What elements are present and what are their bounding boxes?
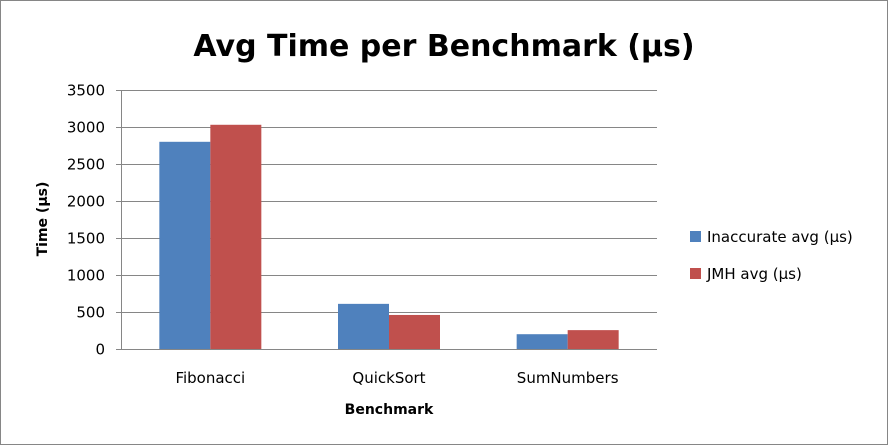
legend-swatch	[690, 231, 701, 242]
chart-title: Avg Time per Benchmark (µs)	[193, 29, 694, 64]
bar-quicksort-series-2	[389, 314, 440, 349]
bar-quicksort-series-1	[338, 303, 389, 349]
legend-swatch	[690, 268, 701, 279]
y-tick-label: 2000	[67, 193, 105, 211]
y-tick-label: 1000	[67, 267, 105, 285]
bar-fibonacci-series-1	[159, 141, 211, 349]
legend-label: Inaccurate avg (µs)	[707, 228, 853, 246]
x-tick-label: SumNumbers	[517, 369, 619, 387]
y-tick-label: 3500	[67, 82, 105, 100]
bar-sumnumbers-series-1	[516, 334, 568, 349]
y-tick-label: 0	[95, 341, 105, 359]
y-tick-label: 500	[76, 304, 105, 322]
x-tick-label: QuickSort	[352, 369, 425, 387]
y-axis-ticks: 0 500 1000 1500 2000 2500 3000 3500	[67, 82, 105, 359]
legend-label: JMH avg (µs)	[706, 265, 802, 283]
x-tick-label: Fibonacci	[175, 369, 245, 387]
y-tick-label: 3000	[67, 119, 105, 137]
y-tick-label: 1500	[67, 230, 105, 248]
bar-sumnumbers-series-2	[567, 330, 619, 349]
bar-fibonacci-series-2	[210, 124, 262, 349]
x-axis-label: Benchmark	[345, 402, 434, 418]
legend: Inaccurate avg (µs) JMH avg (µs)	[690, 228, 853, 283]
bars	[121, 124, 657, 350]
y-axis-label: Time (µs)	[35, 182, 51, 257]
y-tick-label: 2500	[67, 156, 105, 174]
x-axis-ticks: Fibonacci QuickSort SumNumbers	[175, 369, 618, 387]
